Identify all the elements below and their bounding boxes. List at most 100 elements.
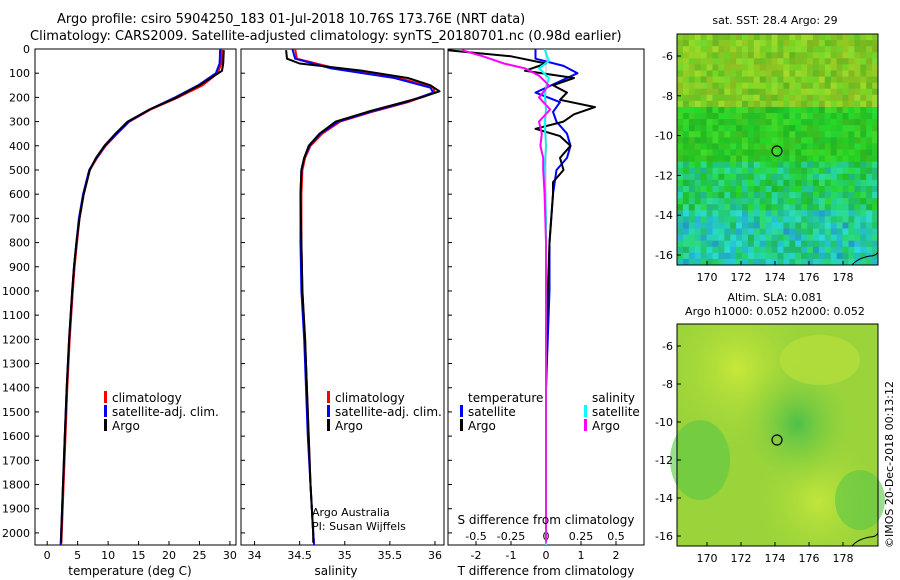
sst-pixel: [795, 76, 802, 84]
sst-pixel: [677, 106, 684, 114]
sst-pixel: [706, 46, 713, 53]
sst-pixel: [783, 131, 790, 138]
sst-pixel: [765, 106, 772, 114]
sst-pixel: [860, 70, 867, 77]
sst-pixel: [854, 167, 861, 175]
sst-pixel: [742, 64, 749, 71]
sst-pixel: [706, 179, 713, 187]
x-tick-label: 34.5: [287, 549, 312, 562]
sst-pixel: [795, 137, 802, 144]
sst-pixel: [854, 204, 861, 211]
sst-pixel: [724, 192, 731, 199]
sst-pixel: [830, 106, 838, 114]
sst-pixel: [736, 222, 743, 229]
sla-map-axes: -6 -8 -10 -12 -14 -16 170 172 174 176 178: [655, 340, 853, 565]
sst-pixel: [795, 82, 802, 90]
sst-pixel: [830, 52, 838, 59]
sst-pixel: [736, 131, 743, 138]
sst-pixel: [866, 161, 873, 169]
sst-pixel: [700, 185, 707, 193]
sst-pixel: [742, 125, 749, 132]
sst-pixel: [688, 100, 696, 108]
sst-pixel: [688, 149, 696, 156]
sst-pixel: [753, 167, 761, 175]
sst-pixel: [706, 167, 713, 175]
sst-pixel: [742, 70, 749, 77]
sst-pixel: [801, 131, 808, 138]
sst-pixel: [736, 34, 743, 41]
sst-pixel: [753, 88, 761, 96]
sst-pixel: [807, 198, 814, 205]
sst-pixel: [694, 70, 702, 77]
sst-pixel: [724, 222, 731, 229]
sst-pixel: [753, 198, 761, 205]
sst-pixel: [759, 119, 767, 126]
sst-pixel: [848, 46, 855, 53]
sst-pixel: [718, 70, 725, 77]
sst-pixel: [706, 94, 713, 102]
sst-pixel: [736, 161, 743, 169]
sst-pixel: [771, 185, 778, 193]
sst-pixel: [747, 94, 755, 102]
sst-pixel: [848, 210, 855, 217]
sst-pixel: [694, 76, 702, 84]
sst-pixel: [795, 246, 802, 254]
sst-pixel: [682, 34, 690, 41]
sst-pixel: [842, 155, 849, 163]
sst-pixel: [812, 252, 820, 260]
sst-pixel: [730, 240, 737, 248]
sst-pixel: [759, 167, 767, 175]
sst-pixel: [736, 76, 743, 84]
sst-pixel: [753, 70, 761, 77]
sst-pixel: [872, 155, 879, 163]
sst-pixel: [682, 70, 690, 77]
sst-pixel: [759, 70, 767, 77]
sst-pixel: [824, 143, 832, 150]
sst-pixel: [771, 192, 778, 199]
map-y-tick-label: -16: [655, 530, 673, 543]
sst-pixel: [694, 185, 702, 193]
sst-pixel: [736, 137, 743, 144]
sst-pixel: [812, 64, 820, 71]
salinity-series: [285, 49, 441, 545]
sst-pixel: [830, 100, 838, 108]
sst-pixel: [824, 216, 832, 223]
sst-pixel: [747, 179, 755, 187]
sst-pixel: [688, 82, 696, 90]
sst-pixel: [730, 58, 737, 65]
sst-pixel: [783, 64, 790, 71]
sst-pixel: [706, 119, 713, 126]
sst-pixel: [872, 106, 879, 114]
sst-pixel: [854, 131, 861, 138]
sst-pixel: [807, 52, 814, 59]
sst-pixel: [860, 64, 867, 71]
sst-pixel: [836, 119, 843, 126]
sst-pixel: [759, 210, 767, 217]
sst-pixel: [724, 131, 731, 138]
legend-argo: Argo: [335, 419, 363, 433]
sst-pixel: [730, 100, 737, 108]
sst-pixel: [759, 46, 767, 53]
depth-tick-label: 1200: [2, 333, 30, 346]
sst-coastline: [851, 251, 879, 266]
sst-pixel: [836, 185, 843, 193]
sst-pixel: [718, 100, 725, 108]
sst-pixel: [818, 149, 826, 156]
salinity-x-axis: 34 34.5 35 35.5 36: [248, 541, 442, 562]
sst-pixel: [747, 76, 755, 84]
sst-pixel: [724, 76, 731, 84]
sst-pixel: [854, 64, 861, 71]
sst-pixel: [854, 52, 861, 59]
sst-pixel: [854, 46, 861, 53]
sst-pixel: [694, 46, 702, 53]
sst-pixel: [860, 106, 867, 114]
sst-pixel: [742, 240, 749, 248]
salinity-legend: climatology satellite-adj. clim. Argo: [327, 391, 442, 433]
sst-pixel: [812, 88, 820, 96]
sst-pixel: [765, 125, 772, 132]
sst-pixel: [724, 252, 731, 260]
sst-pixel: [783, 88, 790, 96]
sst-pixel: [807, 240, 814, 248]
sst-pixel: [789, 94, 796, 102]
credit-pi: PI: Susan Wijffels: [312, 520, 406, 533]
